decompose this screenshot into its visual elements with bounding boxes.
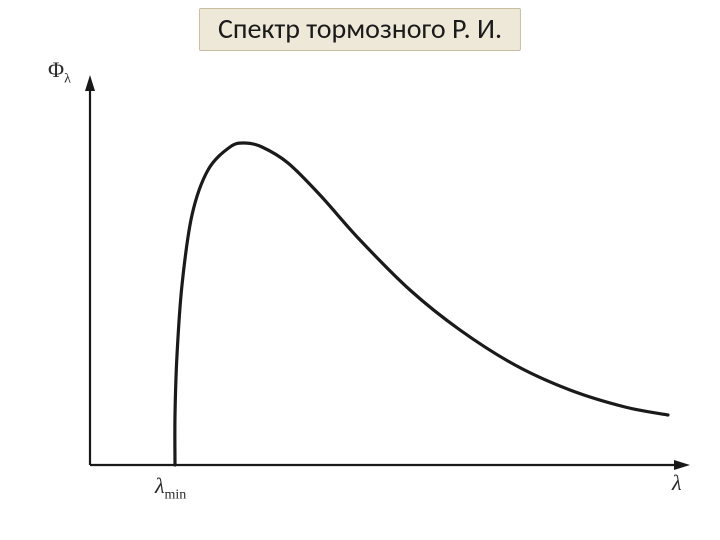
title-bar: Спектр тормозного Р. И. — [199, 8, 521, 51]
y-axis-label: Φλ — [48, 57, 71, 87]
x-tick-label-lambda-min: λmin — [155, 473, 186, 503]
page-title: Спектр тормозного Р. И. — [218, 11, 502, 46]
spectrum-chart: Φλ λmin λ — [20, 55, 700, 525]
x-axis-label: λ — [672, 470, 682, 496]
chart-svg — [20, 55, 700, 525]
